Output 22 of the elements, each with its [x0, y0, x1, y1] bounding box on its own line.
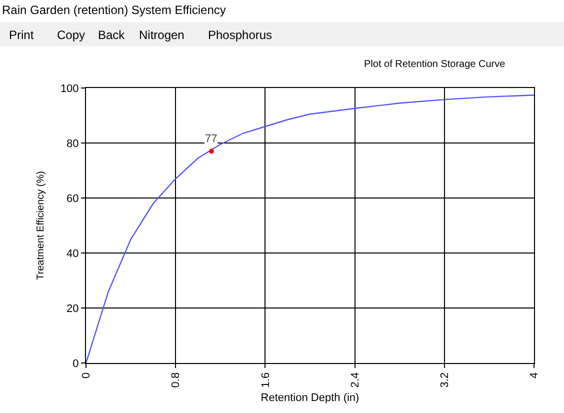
- x-tick-label: 3.2: [438, 372, 451, 388]
- text: Back: [98, 28, 126, 42]
- y-tick-label: 0: [72, 358, 79, 370]
- y-tick-label: 40: [66, 248, 79, 260]
- x-axis-title: Retention Depth (in): [260, 392, 360, 404]
- x-tick-label: 4: [528, 372, 541, 379]
- text: Nitrogen: [139, 28, 184, 42]
- y-axis-title: Treatment Efficiency (%): [35, 171, 46, 280]
- text: Print: [9, 28, 34, 42]
- x-tick-label: 0: [80, 372, 93, 379]
- text: Phosphorus: [208, 28, 272, 42]
- y-tick-label: 20: [66, 302, 79, 315]
- y-tick-label: 80: [66, 138, 79, 150]
- chart-subtitle: Plot of Retention Storage Curve: [364, 59, 506, 70]
- y-tick-label: 60: [66, 192, 79, 205]
- y-tick-label: 100: [60, 82, 79, 95]
- text: Copy: [57, 28, 86, 42]
- data-label: 77: [205, 133, 218, 145]
- chart-title: Rain Garden (retention) System Efficiency: [2, 3, 226, 17]
- x-tick-label: 1.6: [260, 372, 272, 388]
- x-tick-label: 2.4: [349, 372, 362, 388]
- x-tick-label: 0.8: [170, 372, 182, 388]
